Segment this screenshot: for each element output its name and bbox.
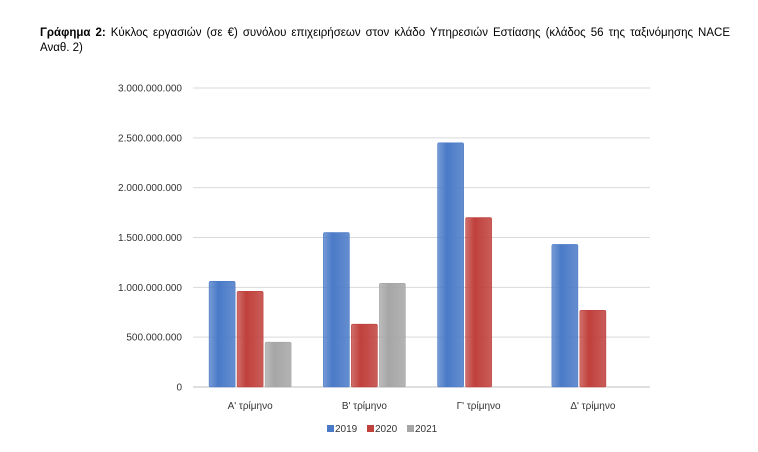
y-tick-label: 1.000.000.000 — [118, 283, 182, 294]
y-tick-label: 1.500.000.000 — [118, 233, 182, 244]
caption-label: Γράφημα 2: — [40, 27, 106, 39]
legend-label-2020: 2020 — [375, 424, 398, 435]
legend-swatch-2019 — [327, 425, 334, 432]
x-category-label: Γ' τρίμηνο — [457, 400, 501, 412]
bar-2020 — [236, 291, 264, 388]
bar-2020 — [351, 323, 378, 388]
chart-caption: Γράφημα 2: Κύκλος εργασιών (σε €) συνόλο… — [40, 26, 730, 56]
y-tick-label: 3.000.000.000 — [118, 84, 182, 95]
y-tick-label: 0 — [176, 383, 182, 394]
legend-label-2019: 2019 — [335, 424, 358, 435]
bar-2019 — [551, 244, 579, 388]
x-category-label: Α' τρίμηνο — [228, 400, 274, 412]
caption-text: Κύκλος εργασιών (σε €) συνόλου επιχειρήσ… — [40, 27, 730, 54]
legend-swatch-2021 — [407, 425, 414, 432]
y-tick-label: 2.500.000.000 — [118, 133, 182, 144]
bar-2019 — [208, 281, 236, 388]
bar-2021 — [264, 341, 292, 388]
bar-2019 — [323, 232, 350, 388]
bar-2019 — [437, 142, 464, 388]
x-category-label: Δ' τρίμηνο — [570, 400, 616, 412]
legend-label-2021: 2021 — [415, 424, 438, 435]
y-tick-label: 2.000.000.000 — [118, 183, 182, 194]
legend-swatch-2020 — [367, 425, 374, 432]
bar-2021 — [379, 283, 406, 388]
bar-2020 — [579, 309, 607, 388]
x-category-label: Β' τρίμηνο — [342, 400, 388, 412]
y-tick-label: 500.000.000 — [126, 333, 182, 344]
bar-2020 — [465, 217, 492, 388]
